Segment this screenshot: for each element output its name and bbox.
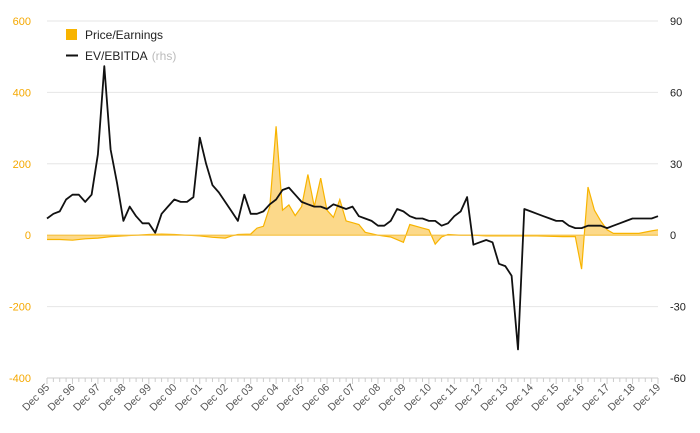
x-tick-label: Dec 19 bbox=[631, 382, 663, 414]
price-earnings-edge bbox=[47, 126, 659, 270]
right-tick-label: 30 bbox=[670, 159, 682, 171]
x-tick-label: Dec 95 bbox=[20, 382, 52, 414]
x-tick-label: Dec 96 bbox=[46, 382, 78, 414]
x-tick-label: Dec 05 bbox=[275, 382, 307, 414]
x-tick-label: Dec 00 bbox=[147, 382, 179, 414]
right-axis: 90 60 30 0 -30 -60 bbox=[670, 16, 686, 385]
grid-lines bbox=[47, 20, 658, 379]
x-tick-label: Dec 97 bbox=[71, 382, 103, 414]
x-tick-label: Dec 01 bbox=[173, 382, 205, 414]
left-tick-label: -400 bbox=[9, 373, 31, 385]
price-earnings-series bbox=[47, 126, 659, 270]
x-tick-label: Dec 14 bbox=[504, 382, 536, 414]
right-tick-label: 60 bbox=[670, 87, 682, 99]
left-tick-label: 0 bbox=[25, 230, 31, 242]
left-tick-label: 600 bbox=[13, 16, 31, 28]
x-tick-label: Dec 18 bbox=[606, 382, 638, 414]
x-tick-label: Dec 09 bbox=[377, 382, 409, 414]
x-tick-label: Dec 13 bbox=[478, 382, 510, 414]
left-tick-label: -200 bbox=[9, 302, 31, 314]
x-tick-label: Dec 15 bbox=[529, 382, 561, 414]
left-tick-label: 400 bbox=[13, 87, 31, 99]
right-tick-label: 0 bbox=[670, 230, 676, 242]
right-tick-label: -30 bbox=[670, 302, 686, 314]
x-tick-label: Dec 98 bbox=[96, 382, 128, 414]
x-tick-label: Dec 04 bbox=[249, 382, 281, 414]
legend-swatch-price-earnings bbox=[66, 29, 77, 40]
x-tick-label: Dec 99 bbox=[122, 382, 154, 414]
left-tick-label: 200 bbox=[13, 159, 31, 171]
x-tick-label: Dec 07 bbox=[326, 382, 358, 414]
right-tick-label: -60 bbox=[670, 373, 686, 385]
x-tick-label: Dec 17 bbox=[580, 382, 612, 414]
x-tick-label: Dec 03 bbox=[224, 382, 256, 414]
legend: Price/Earnings EV/EBITDA (rhs) bbox=[66, 28, 176, 63]
x-tick-label: Dec 16 bbox=[555, 382, 587, 414]
legend-ev-ebitda-name: EV/EBITDA bbox=[85, 49, 148, 63]
x-tick-label: Dec 02 bbox=[198, 382, 230, 414]
price-earnings-area bbox=[47, 126, 658, 270]
x-tick-label: Dec 06 bbox=[300, 382, 332, 414]
x-tick-label: Dec 12 bbox=[453, 382, 485, 414]
ev-ebitda-line bbox=[46, 65, 659, 351]
right-tick-label: 90 bbox=[670, 16, 682, 28]
legend-ev-ebitda-note: (rhs) bbox=[152, 49, 177, 63]
legend-label-price-earnings: Price/Earnings bbox=[85, 28, 163, 42]
ev-ebitda-series bbox=[46, 65, 659, 351]
legend-label-ev-ebitda: EV/EBITDA (rhs) bbox=[85, 49, 176, 63]
left-axis: 600 400 200 0 -200 -400 bbox=[9, 16, 31, 385]
x-tick-label: Dec 10 bbox=[402, 382, 434, 414]
x-tick-label: Dec 08 bbox=[351, 382, 383, 414]
